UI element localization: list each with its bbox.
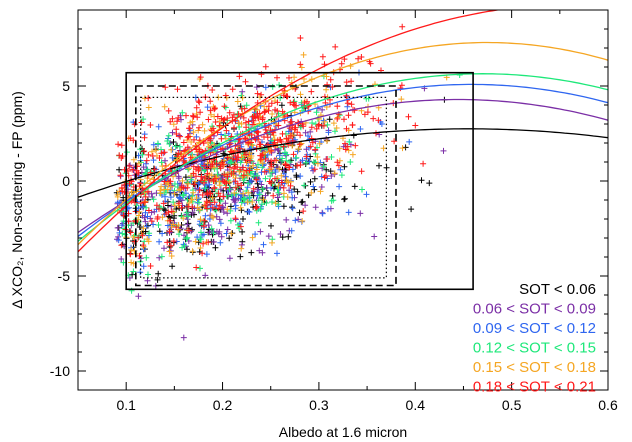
y-tick-label: 0 — [62, 173, 70, 189]
series-points — [115, 23, 427, 271]
legend-entry: 0.15 < SOT < 0.18 — [473, 359, 596, 376]
legend-entry: SOT < 0.06 — [519, 281, 596, 298]
axis-ticks: 0.1 0.2 0.3 0.4 0.5 0.6 -10 -5 0 5 — [50, 9, 618, 413]
dotted-box — [140, 96, 387, 279]
y-tick-label: -5 — [58, 268, 71, 284]
x-tick-label: 0.5 — [502, 397, 522, 413]
fit-curve — [78, 98, 608, 234]
x-tick-label: 0.3 — [309, 397, 329, 413]
x-tick-label: 0.2 — [213, 397, 233, 413]
region-boxes — [125, 71, 474, 291]
fit-curve — [78, 83, 608, 238]
dashed-box — [135, 85, 397, 287]
fit-curve — [78, 73, 608, 242]
y-tick-label: -10 — [50, 363, 70, 379]
legend-entry: 0.06 < SOT < 0.09 — [473, 301, 596, 318]
legend-entry: 0.18 < SOT < 0.21 — [473, 379, 596, 396]
x-tick-label: 0.1 — [116, 397, 136, 413]
fit-curve — [78, 41, 608, 246]
y-axis-title: Δ XCO₂, Non-scattering - FP (ppm) — [9, 91, 25, 309]
x-axis-title: Albedo at 1.6 micron — [279, 424, 407, 440]
legend-entry: 0.12 < SOT < 0.15 — [473, 340, 596, 357]
fit-curve — [78, 128, 608, 198]
scatter-points — [113, 23, 463, 341]
legend-entry: 0.09 < SOT < 0.12 — [473, 320, 596, 337]
solid-box — [125, 71, 474, 291]
legend: SOT < 0.06 0.06 < SOT < 0.09 0.09 < SOT < … — [473, 281, 596, 396]
fit-curve — [78, 10, 502, 253]
y-tick-label: 5 — [62, 78, 70, 94]
fit-curves — [78, 10, 608, 253]
x-tick-label: 0.4 — [406, 397, 426, 413]
x-tick-label: 0.6 — [598, 397, 618, 413]
